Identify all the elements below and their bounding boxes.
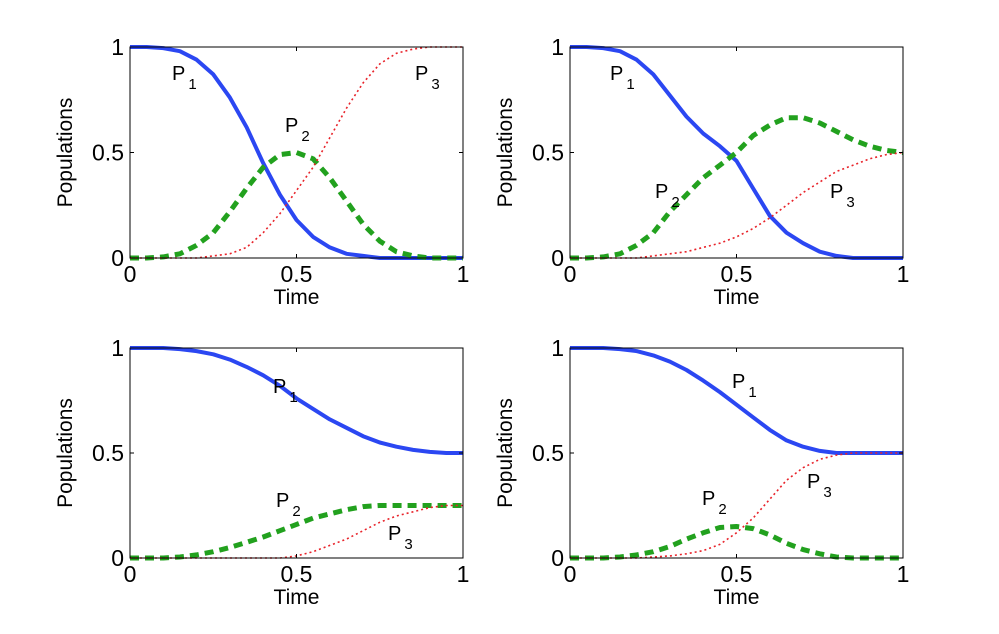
series-label-subscript: 2: [292, 503, 300, 520]
x-tick-label: 0.5: [281, 261, 313, 287]
series-label-letter: P: [388, 523, 401, 545]
series-label-letter: P: [702, 488, 715, 510]
series-label-letter: P: [285, 115, 298, 137]
series-label-letter: P: [172, 63, 185, 85]
x-tick-label: 0.5: [281, 561, 313, 587]
y-tick-label: 1: [111, 335, 124, 361]
y-axis-label: Populations: [494, 98, 517, 208]
x-axis-label: Time: [714, 286, 760, 309]
series-label-letter: P: [415, 63, 428, 85]
series-label-letter: P: [610, 63, 623, 85]
y-tick-label: 0.5: [532, 440, 564, 466]
y-tick-label: 1: [551, 34, 564, 60]
series-line-p2: [570, 115, 904, 261]
x-tick-label: 0: [564, 561, 577, 587]
y-tick-label: 1: [111, 34, 124, 60]
series-line-p2: [570, 524, 903, 561]
x-axis-label: Time: [274, 586, 320, 609]
x-tick-label: 1: [457, 261, 470, 287]
x-tick-label: 0: [124, 261, 137, 287]
series-label-letter: P: [655, 181, 668, 203]
y-axis-label: Populations: [54, 398, 77, 508]
y-tick-label: 0.5: [92, 140, 124, 166]
series-label-subscript: 3: [823, 484, 831, 501]
y-tick-label: 0: [111, 545, 124, 571]
series-label-letter: P: [273, 376, 286, 398]
series-line-p2: [130, 150, 463, 261]
series-label-subscript: 1: [626, 76, 634, 93]
y-tick-label: 0: [551, 245, 564, 271]
series-label-subscript: 3: [431, 76, 439, 93]
series-label-subscript: 1: [748, 384, 756, 401]
x-tick-label: 0: [564, 261, 577, 287]
x-tick-label: 0.5: [721, 561, 753, 587]
series-label-letter: P: [276, 490, 289, 512]
y-tick-label: 0.5: [532, 140, 564, 166]
series-label-subscript: 1: [289, 389, 297, 406]
x-axis-label: Time: [714, 586, 760, 609]
x-tick-label: 1: [897, 561, 910, 587]
series-label-subscript: 1: [188, 76, 196, 93]
x-tick-label: 0: [124, 561, 137, 587]
y-axis-label: Populations: [494, 398, 517, 508]
series-label-letter: P: [830, 181, 843, 203]
y-axis-label: Populations: [54, 98, 77, 208]
series-line-p1: [570, 346, 903, 455]
series-label-letter: P: [732, 371, 745, 393]
series-label-letter: P: [807, 471, 820, 493]
series-label-subscript: 2: [671, 194, 679, 211]
series-label-subscript: 3: [846, 194, 854, 211]
y-tick-label: 1: [551, 335, 564, 361]
series-line-p1: [130, 346, 463, 455]
x-tick-label: 1: [897, 261, 910, 287]
x-axis-label: Time: [274, 286, 320, 309]
series-label-subscript: 2: [301, 128, 309, 145]
series-line-p1: [570, 45, 903, 260]
series-line-p2: [130, 503, 463, 561]
series-line-p3: [570, 452, 903, 559]
series-label-subscript: 2: [718, 501, 726, 518]
x-tick-label: 1: [457, 561, 470, 587]
y-tick-label: 0: [111, 245, 124, 271]
x-tick-label: 0.5: [721, 261, 753, 287]
y-tick-label: 0.5: [92, 440, 124, 466]
y-tick-label: 0: [551, 545, 564, 571]
series-label-subscript: 3: [404, 536, 412, 553]
